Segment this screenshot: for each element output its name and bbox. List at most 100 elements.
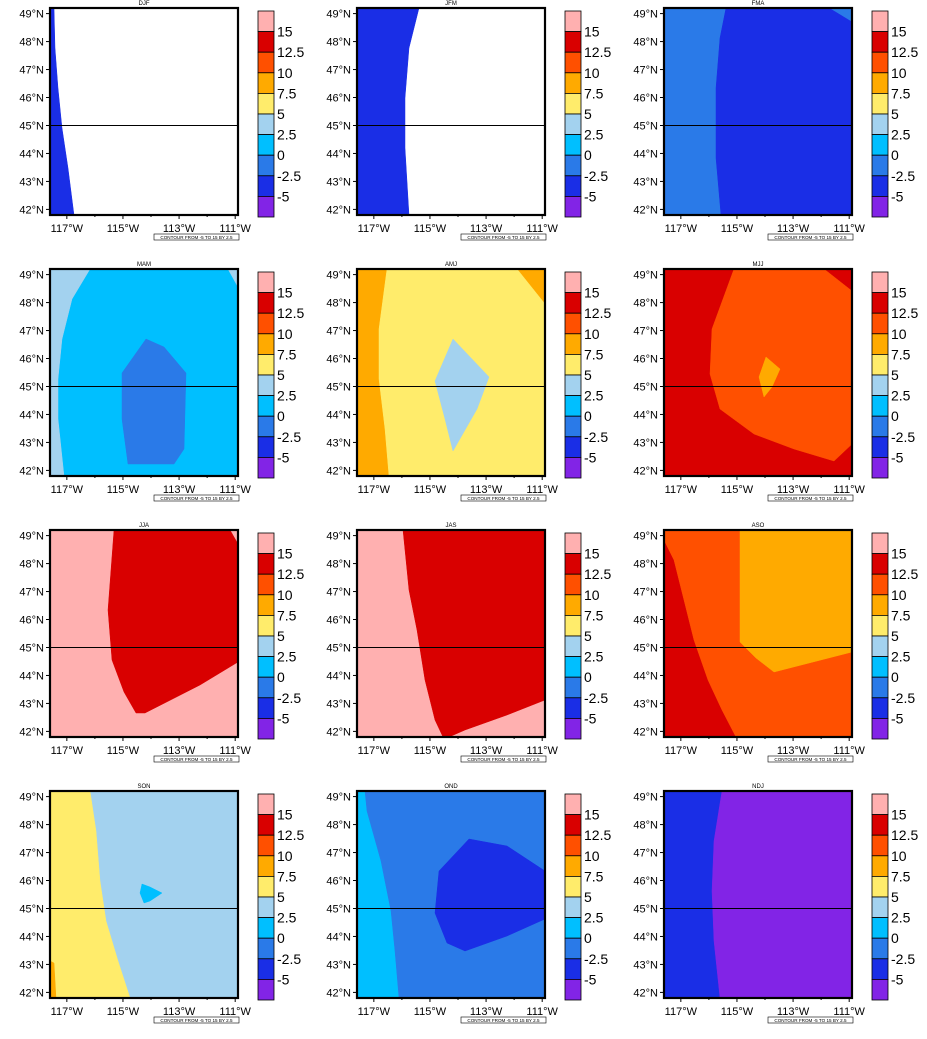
colorbar-swatch — [871, 793, 889, 816]
contour-region — [50, 960, 57, 998]
colorbar-swatch — [871, 395, 889, 417]
contour-info-text: CONTOUR FROM -5 TO 15 BY 2.5 — [160, 757, 233, 762]
y-tick-label: 46°N — [19, 354, 44, 366]
x-tick-label: 115°W — [721, 745, 754, 757]
colorbar-swatch — [257, 917, 275, 939]
y-tick-label: 47°N — [633, 587, 658, 599]
colorbar-label: 15 — [277, 24, 293, 40]
colorbar-swatch — [564, 10, 582, 33]
colorbar-swatch — [564, 876, 582, 898]
colorbar-label: -2.5 — [277, 690, 301, 706]
colorbar-label: 5 — [277, 628, 285, 644]
x-tick-label: 117°W — [665, 1006, 698, 1018]
y-tick-label: 42°N — [633, 465, 658, 477]
colorbar-label: 12.5 — [584, 566, 611, 582]
x-tick-label: 117°W — [665, 745, 698, 757]
colorbar-label: 15 — [891, 285, 907, 301]
map-panel-son: SON 42°N 43°N 44°N 45°N 46°N 47°N 48°N 49°N 117°W… — [19, 784, 304, 1024]
x-tick-label: 117°W — [358, 223, 391, 235]
y-tick-label: 42°N — [633, 204, 658, 216]
colorbar-swatch — [257, 532, 275, 555]
y-tick-label: 46°N — [326, 354, 351, 366]
x-tick-label: 117°W — [51, 745, 84, 757]
colorbar-swatch — [871, 573, 889, 596]
colorbar-swatch — [564, 615, 582, 637]
x-tick-label: 117°W — [665, 223, 698, 235]
colorbar-swatch — [871, 436, 889, 458]
y-tick-label: 47°N — [326, 326, 351, 338]
panel-title: AMJ — [445, 262, 457, 268]
colorbar-label: -2.5 — [584, 429, 608, 445]
y-tick-label: 44°N — [19, 931, 44, 943]
x-tick-label: 115°W — [414, 1006, 447, 1018]
colorbar-swatch — [257, 615, 275, 637]
map-panel-djf: DJF 42°N 43°N 44°N 45°N 46°N 47°N 48°N 49°N 117°W… — [19, 1, 304, 241]
x-tick-label: 115°W — [107, 223, 140, 235]
colorbar-label: 10 — [891, 65, 907, 81]
colorbar-label: 2.5 — [891, 649, 911, 665]
y-tick-label: 47°N — [633, 848, 658, 860]
colorbar-swatch — [257, 436, 275, 458]
x-tick-label: 111°W — [833, 1006, 865, 1018]
colorbar-swatch — [257, 958, 275, 980]
contour-region — [758, 356, 781, 398]
colorbar-label: -5 — [277, 449, 290, 465]
colorbar-swatch — [871, 834, 889, 857]
x-tick-label: 111°W — [219, 1006, 251, 1018]
colorbar-label: 12.5 — [277, 305, 304, 321]
colorbar-label: 7.5 — [277, 346, 297, 362]
colorbar-label: 5 — [277, 889, 285, 905]
map-frame — [355, 528, 547, 739]
colorbar-swatch — [871, 415, 889, 438]
colorbar-swatch — [257, 876, 275, 898]
y-tick-label: 45°N — [19, 903, 44, 915]
contour-info-box — [767, 233, 854, 241]
colorbar-swatch — [257, 93, 275, 115]
colorbar-swatch — [257, 896, 275, 919]
y-tick-label: 48°N — [633, 298, 658, 310]
x-tick-label: 117°W — [51, 484, 84, 496]
map-frame — [662, 6, 854, 217]
contour-field — [664, 530, 852, 737]
colorbar-swatch — [257, 51, 275, 74]
contour-field — [357, 791, 545, 998]
y-tick-label: 46°N — [326, 876, 351, 888]
contour-info-text: CONTOUR FROM -5 TO 15 BY 2.5 — [160, 496, 233, 501]
y-tick-label: 46°N — [19, 876, 44, 888]
colorbar-swatch — [871, 594, 889, 616]
contour-field — [357, 8, 420, 215]
y-tick-label: 42°N — [19, 204, 44, 216]
y-tick-label: 44°N — [326, 931, 351, 943]
colorbar-label: 0 — [277, 669, 285, 685]
colorbar-label: 2.5 — [584, 649, 604, 665]
y-tick-label: 47°N — [326, 65, 351, 77]
colorbar-swatch — [564, 978, 582, 1001]
colorbar-label: -5 — [891, 971, 904, 987]
contour-info-box — [153, 494, 240, 502]
colorbar-swatch — [871, 958, 889, 980]
x-tick-label: 111°W — [526, 223, 558, 235]
y-tick-label: 42°N — [326, 465, 351, 477]
colorbar-swatch — [564, 594, 582, 616]
map-frame — [662, 789, 854, 1000]
colorbar-swatch — [564, 175, 582, 197]
y-tick-label: 46°N — [633, 615, 658, 627]
colorbar-label: 7.5 — [584, 85, 604, 101]
colorbar-swatch — [564, 395, 582, 417]
colorbar-label: 12.5 — [277, 827, 304, 843]
colorbar-label: 12.5 — [584, 305, 611, 321]
y-tick-label: 44°N — [19, 409, 44, 421]
colorbar-label: 0 — [277, 408, 285, 424]
contour-info-text: CONTOUR FROM -5 TO 15 BY 2.5 — [467, 496, 540, 501]
y-tick-label: 47°N — [633, 65, 658, 77]
colorbar-label: 0 — [584, 408, 592, 424]
colorbar-label: 10 — [891, 848, 907, 864]
colorbar-label: 10 — [584, 587, 600, 603]
contour-info-text: CONTOUR FROM -5 TO 15 BY 2.5 — [160, 235, 233, 240]
y-tick-label: 43°N — [633, 176, 658, 188]
contour-region — [50, 8, 75, 215]
map-frame — [48, 267, 240, 478]
colorbar-label: 0 — [277, 147, 285, 163]
colorbar-label: 15 — [584, 546, 600, 562]
y-tick-label: 45°N — [633, 903, 658, 915]
